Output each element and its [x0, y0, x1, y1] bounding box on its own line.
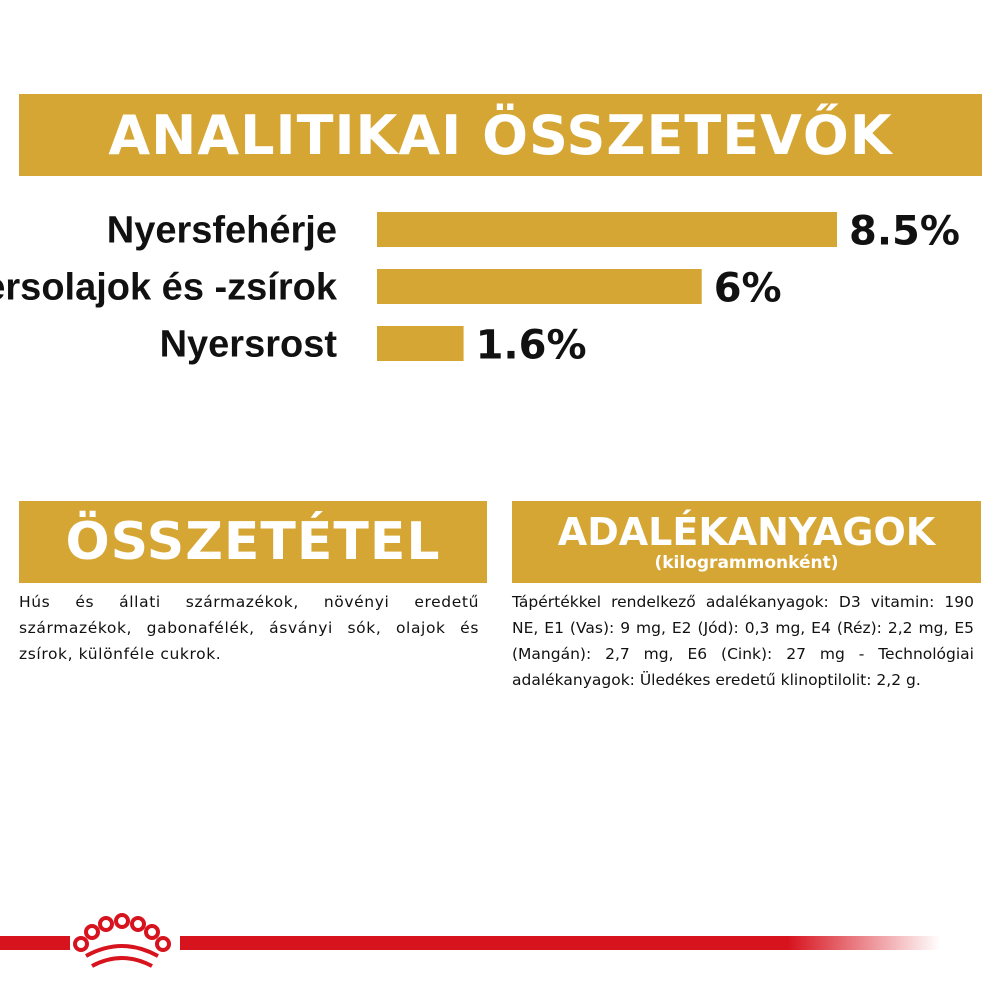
category-label: Nyersfehérje — [107, 210, 337, 252]
additives-banner: ADALÉKANYAGOK (kilogrammonként) — [512, 501, 981, 583]
value-label: 8.5% — [849, 209, 960, 255]
bar — [377, 212, 837, 247]
value-label: 6% — [714, 266, 782, 312]
analytical-constituents-title: ANALITIKAI ÖSSZETEVŐK — [108, 103, 893, 167]
additives-heading: ADALÉKANYAGOK — [557, 510, 936, 554]
footer-line-left — [0, 936, 70, 950]
value-label: 1.6% — [476, 323, 587, 369]
additives-text: Tápértékkel rendelkező adalékanyagok: D3… — [512, 593, 974, 689]
composition-banner: ÖSSZETÉTEL — [19, 501, 487, 583]
analytical-constituents-banner: ANALITIKAI ÖSSZETEVŐK — [19, 94, 982, 176]
royal-canin-crown-icon — [73, 913, 171, 968]
nutrient-bar-chart: Nyersfehérje 8.5% Nyersolajok és -zsírok 6%… — [0, 209, 960, 369]
bar — [377, 326, 464, 361]
composition-text: Hús és állati származékok, növényi erede… — [19, 593, 479, 663]
bar — [377, 269, 702, 304]
category-label: Nyersrost — [160, 324, 338, 366]
footer-line-right — [180, 936, 940, 950]
additives-subheading: (kilogrammonként) — [654, 553, 839, 573]
composition-heading: ÖSSZETÉTEL — [65, 512, 441, 572]
category-label: Nyersolajok és -zsírok — [0, 267, 338, 309]
